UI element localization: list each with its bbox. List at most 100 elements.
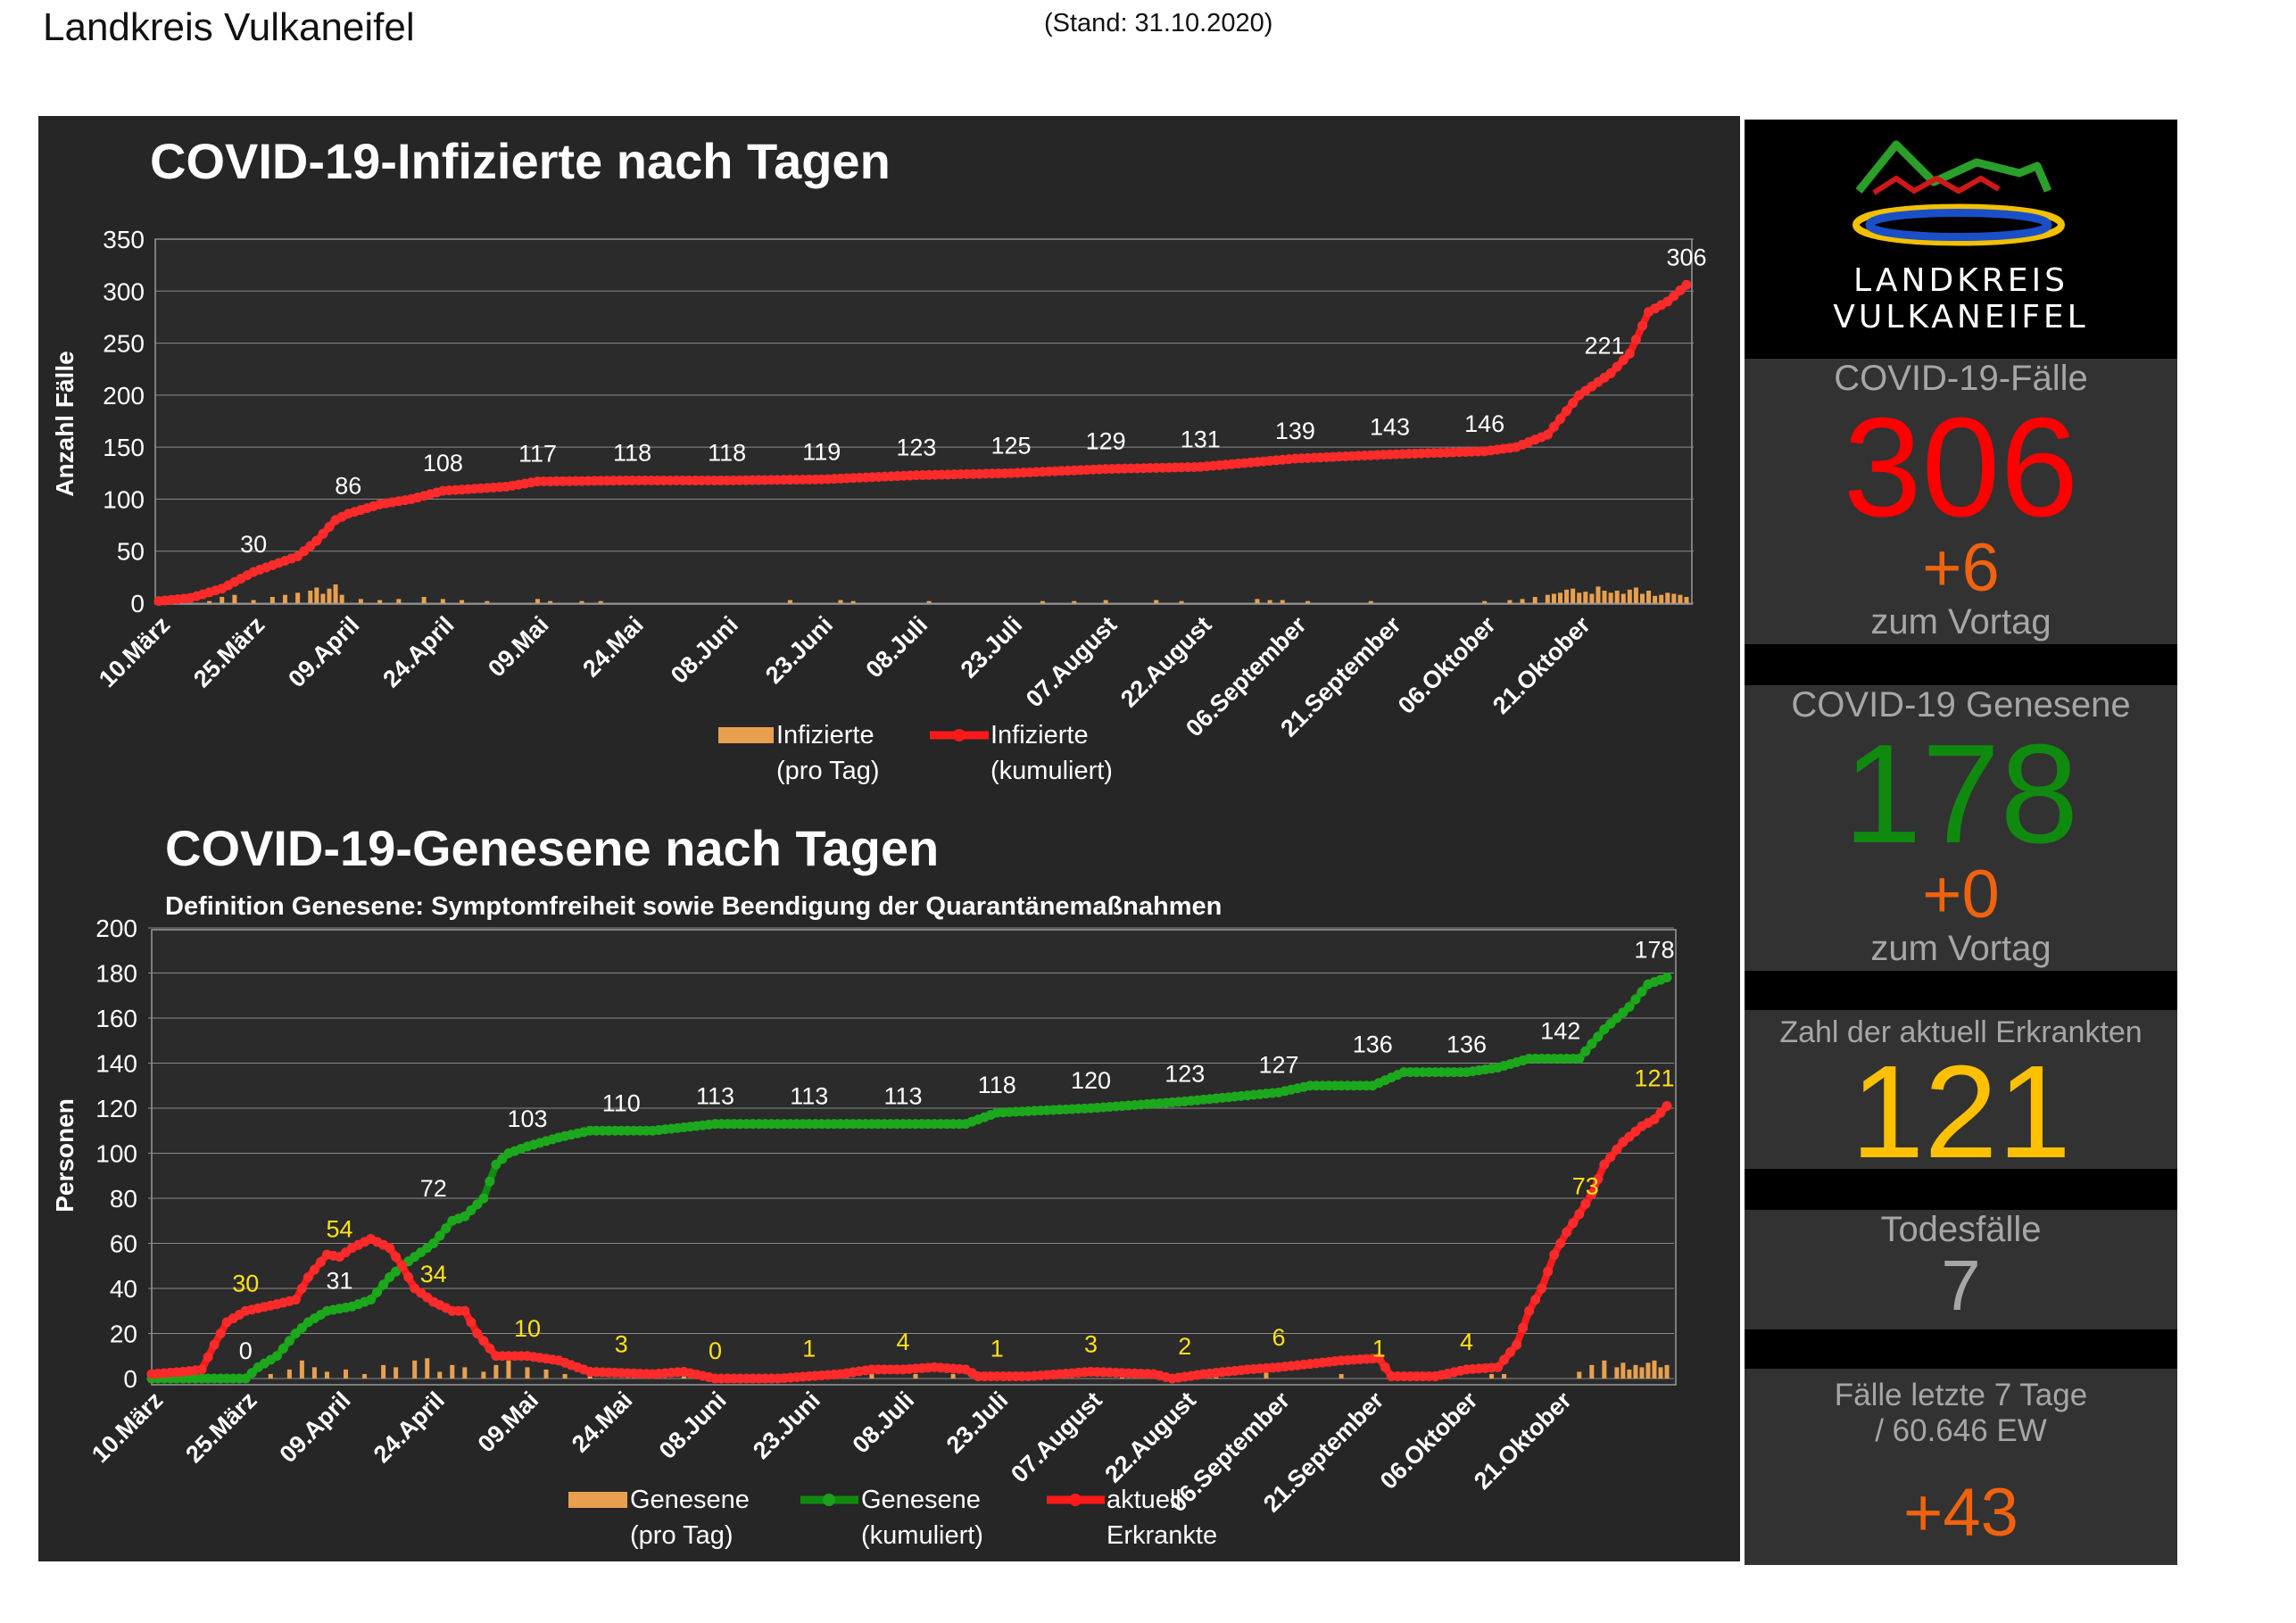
series-point <box>1669 291 1679 302</box>
series-point <box>1649 1114 1660 1125</box>
x-tick-label: 25.März <box>180 1387 261 1468</box>
cases-label: COVID-19-Fälle <box>1834 359 2088 398</box>
data-label: 306 <box>1666 244 1706 270</box>
bar <box>869 1373 874 1379</box>
bar <box>1280 600 1285 603</box>
bar <box>525 1367 530 1379</box>
series-point <box>1655 1107 1666 1118</box>
series-point <box>1524 1305 1535 1316</box>
bar <box>286 1369 292 1379</box>
y-tick-label: 40 <box>110 1275 137 1303</box>
x-tick-label: 22.August <box>1115 611 1217 713</box>
series-point <box>1574 1053 1585 1064</box>
bar <box>913 1373 918 1379</box>
week-value: +43 <box>1903 1475 2018 1551</box>
bar <box>1620 1362 1626 1379</box>
series-point <box>372 1287 383 1297</box>
data-label: 221 <box>1585 332 1625 359</box>
x-tick-label: 10.März <box>94 611 175 692</box>
series-point <box>311 535 322 546</box>
bar <box>1659 594 1664 603</box>
series-point <box>1630 335 1641 345</box>
bar <box>1103 600 1108 603</box>
bar <box>358 599 363 603</box>
bar <box>1339 1373 1344 1379</box>
x-tick-label: 24.Mai <box>567 1387 638 1458</box>
week-label-1: Fälle letzte 7 Tage <box>1834 1378 2088 1412</box>
data-label: 136 <box>1353 1031 1393 1058</box>
series-point <box>1618 1007 1629 1018</box>
x-tick-label: 06.Oktober <box>1375 1387 1483 1495</box>
bar <box>324 1371 329 1379</box>
legend-item-3-line2: Erkrankte <box>1107 1521 1217 1550</box>
data-label: 30 <box>240 531 267 558</box>
bar <box>450 1364 455 1379</box>
series-point <box>1562 1227 1572 1238</box>
x-tick-label: 09.Mai <box>473 1387 544 1458</box>
bar <box>381 1364 386 1379</box>
series-point <box>1505 1347 1516 1358</box>
series-point <box>1587 1188 1597 1199</box>
cases-value: 306 <box>1843 389 2079 546</box>
week-box: Fälle letzte 7 Tage / 60.646 EW +43 <box>1745 1369 2177 1565</box>
y-tick-label: 0 <box>130 590 145 617</box>
series-point <box>1624 1001 1635 1012</box>
series-point <box>1580 1198 1591 1209</box>
data-label: 72 <box>420 1175 447 1202</box>
chart2-lines <box>146 973 1672 1384</box>
series-point <box>1612 1144 1622 1155</box>
bar <box>394 1367 399 1379</box>
legend-green-marker <box>823 1494 835 1506</box>
x-tick-label: 06.Oktober <box>1393 611 1501 719</box>
bar <box>787 600 792 603</box>
data-label: 123 <box>1165 1060 1205 1087</box>
series-point <box>491 1159 501 1170</box>
series-point <box>1605 1018 1616 1029</box>
cases-delta-label: zum Vortag <box>1870 602 2051 642</box>
bar <box>1633 587 1638 603</box>
bar <box>327 588 332 603</box>
bar <box>269 597 275 603</box>
recovered-delta: +0 <box>1922 857 2000 932</box>
bar <box>493 1364 499 1379</box>
x-tick-label: 09.Mai <box>483 611 554 683</box>
series-point <box>1580 1046 1591 1056</box>
data-label: 0 <box>239 1337 253 1364</box>
bar <box>1589 1364 1595 1379</box>
y-tick-label: 50 <box>117 538 145 566</box>
y-tick-label: 160 <box>95 1005 137 1032</box>
legend-item-1-line1: Infizierte <box>776 721 874 749</box>
chart2-title: COVID-19-Genesene nach Tagen <box>165 820 939 876</box>
bar <box>437 1371 443 1379</box>
series-point <box>1624 348 1635 359</box>
data-label: 120 <box>1071 1067 1111 1094</box>
x-tick-label: 09.April <box>283 611 364 692</box>
logo-line2: VULKANEIFEL <box>1833 299 2089 336</box>
bar <box>1614 591 1620 603</box>
data-label: 110 <box>602 1089 641 1116</box>
bar <box>377 600 383 603</box>
x-tick-label: 07.August <box>1021 611 1123 713</box>
data-label: 0 <box>709 1337 722 1364</box>
series-point <box>1662 973 1672 983</box>
legend-bar-swatch <box>718 727 774 743</box>
bar <box>1602 1360 1607 1379</box>
bar <box>1368 600 1373 603</box>
bar <box>1305 600 1311 603</box>
series-point <box>1637 320 1647 331</box>
report-date: (Stand: 31.10.2020) <box>1044 9 1273 37</box>
series-point <box>403 1271 414 1282</box>
page-title: Landkreis Vulkaneifel <box>43 5 415 49</box>
bar <box>440 599 445 603</box>
bar <box>333 584 338 603</box>
chart2-y-ticks: 0 20 40 60 80 100 120 140 160 180 200 <box>95 915 137 1393</box>
series-point <box>303 1271 313 1282</box>
series-point <box>1675 286 1686 296</box>
bar <box>548 600 553 603</box>
series-point <box>1518 1322 1529 1333</box>
bar <box>1558 592 1563 603</box>
bar <box>1684 597 1689 603</box>
bar <box>1532 597 1538 603</box>
bar <box>339 594 344 603</box>
series-point <box>1618 355 1629 366</box>
